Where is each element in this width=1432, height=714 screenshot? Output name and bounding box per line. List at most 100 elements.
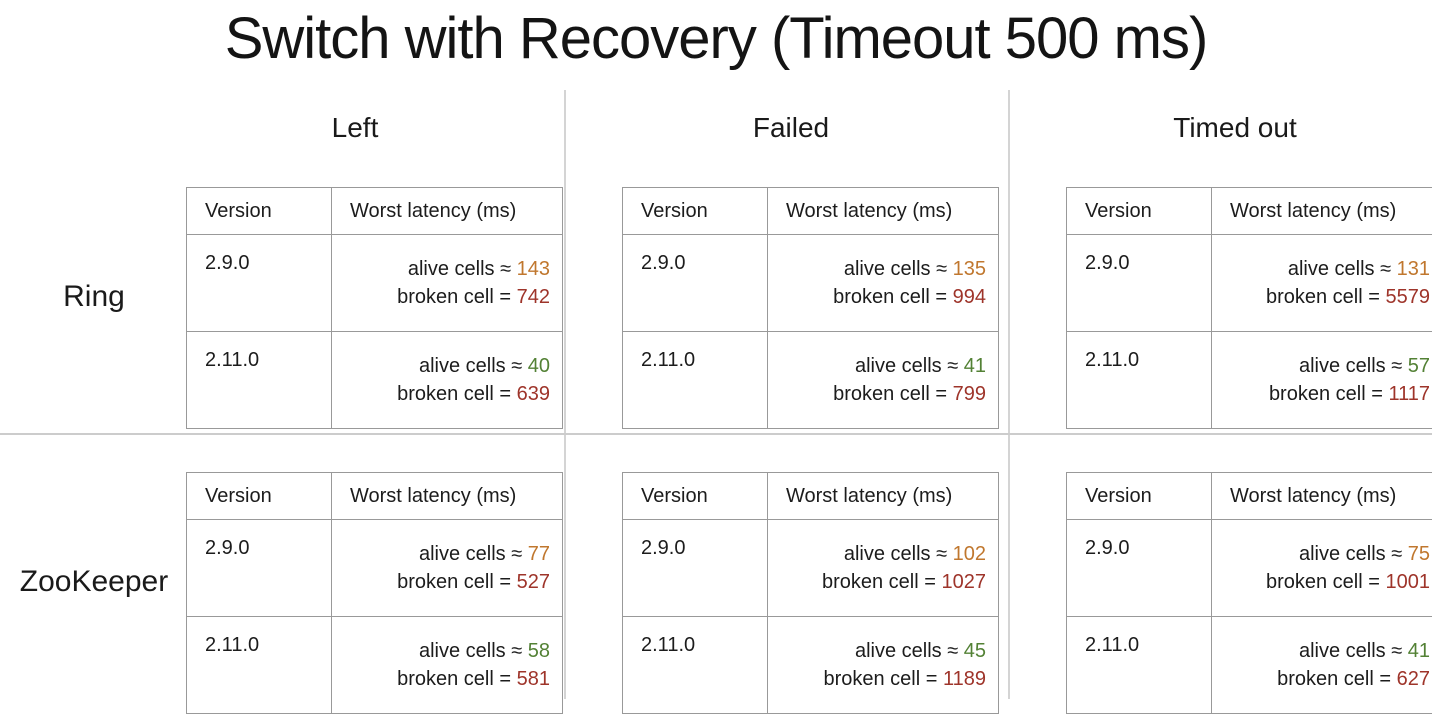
latency-cell: alive cells ≈ 102 broken cell = 1027 (768, 520, 999, 617)
column-header-latency: Worst latency (ms) (1212, 473, 1432, 520)
table-row: 2.9.0 alive cells ≈ 102 broken cell = 10… (623, 520, 999, 617)
alive-cells-value: 75 (1408, 543, 1430, 565)
alive-cells-line: alive cells ≈ 102 (768, 540, 986, 568)
version-cell: 2.9.0 (623, 520, 768, 617)
system-label-ring: Ring (0, 280, 188, 314)
column-header-version: Version (1067, 473, 1212, 520)
broken-cell-label: broken cell = (397, 286, 511, 308)
broken-cell-value: 1117 (1388, 383, 1430, 405)
row-divider (0, 433, 1432, 435)
version-cell: 2.11.0 (623, 332, 768, 429)
table-header-row: Version Worst latency (ms) (187, 188, 563, 235)
alive-cells-value: 41 (964, 355, 986, 377)
alive-cells-value: 40 (528, 355, 550, 377)
broken-cell-label: broken cell = (1266, 286, 1380, 308)
alive-cells-label: alive cells ≈ (1299, 355, 1402, 377)
alive-cells-label: alive cells ≈ (419, 543, 522, 565)
broken-cell-value: 639 (517, 383, 550, 405)
broken-cell-line: broken cell = 994 (768, 283, 986, 311)
column-header-latency: Worst latency (ms) (332, 473, 563, 520)
alive-cells-line: alive cells ≈ 57 (1212, 352, 1430, 380)
broken-cell-line: broken cell = 1189 (768, 665, 986, 693)
broken-cell-line: broken cell = 742 (332, 283, 550, 311)
latency-cell: alive cells ≈ 41 broken cell = 799 (768, 332, 999, 429)
alive-cells-label: alive cells ≈ (1299, 640, 1402, 662)
column-header-latency: Worst latency (ms) (768, 188, 999, 235)
column-header-version: Version (623, 188, 768, 235)
broken-cell-line: broken cell = 581 (332, 665, 550, 693)
broken-cell-label: broken cell = (397, 571, 511, 593)
version-cell: 2.11.0 (1067, 332, 1212, 429)
alive-cells-value: 77 (528, 543, 550, 565)
alive-cells-value: 102 (953, 543, 986, 565)
alive-cells-line: alive cells ≈ 40 (332, 352, 550, 380)
broken-cell-label: broken cell = (1277, 668, 1391, 690)
alive-cells-line: alive cells ≈ 77 (332, 540, 550, 568)
table-row: 2.9.0 alive cells ≈ 75 broken cell = 100… (1067, 520, 1432, 617)
table-header-row: Version Worst latency (ms) (187, 473, 563, 520)
broken-cell-label: broken cell = (397, 383, 511, 405)
latency-cell: alive cells ≈ 143 broken cell = 742 (332, 235, 563, 332)
broken-cell-label: broken cell = (397, 668, 511, 690)
broken-cell-line: broken cell = 627 (1212, 665, 1430, 693)
alive-cells-value: 135 (953, 258, 986, 280)
column-divider-2 (1008, 90, 1010, 699)
latency-cell: alive cells ≈ 40 broken cell = 639 (332, 332, 563, 429)
table-row: 2.11.0 alive cells ≈ 40 broken cell = 63… (187, 332, 563, 429)
alive-cells-line: alive cells ≈ 45 (768, 637, 986, 665)
broken-cell-value: 1001 (1386, 571, 1431, 593)
alive-cells-line: alive cells ≈ 131 (1212, 255, 1430, 283)
version-cell: 2.9.0 (187, 235, 332, 332)
column-header-version: Version (187, 473, 332, 520)
latency-table: Version Worst latency (ms) 2.9.0 alive c… (622, 472, 999, 714)
latency-cell: alive cells ≈ 57 broken cell = 1117 (1212, 332, 1432, 429)
broken-cell-line: broken cell = 639 (332, 380, 550, 408)
table-row: 2.9.0 alive cells ≈ 143 broken cell = 74… (187, 235, 563, 332)
broken-cell-value: 5579 (1386, 286, 1431, 308)
table-row: 2.9.0 alive cells ≈ 135 broken cell = 99… (623, 235, 999, 332)
broken-cell-value: 581 (517, 668, 550, 690)
table-row: 2.9.0 alive cells ≈ 77 broken cell = 527 (187, 520, 563, 617)
alive-cells-line: alive cells ≈ 135 (768, 255, 986, 283)
broken-cell-label: broken cell = (822, 571, 936, 593)
column-header-latency: Worst latency (ms) (768, 473, 999, 520)
latency-table: Version Worst latency (ms) 2.9.0 alive c… (186, 187, 563, 429)
alive-cells-value: 143 (517, 258, 550, 280)
system-label-zookeeper: ZooKeeper (0, 565, 188, 599)
broken-cell-value: 627 (1397, 668, 1430, 690)
latency-cell: alive cells ≈ 135 broken cell = 994 (768, 235, 999, 332)
broken-cell-label: broken cell = (1266, 571, 1380, 593)
alive-cells-label: alive cells ≈ (1299, 543, 1402, 565)
column-header-latency: Worst latency (ms) (1212, 188, 1432, 235)
broken-cell-line: broken cell = 1027 (768, 568, 986, 596)
alive-cells-value: 41 (1408, 640, 1430, 662)
scenario-header-failed: Failed (622, 112, 960, 144)
broken-cell-label: broken cell = (833, 383, 947, 405)
broken-cell-value: 742 (517, 286, 550, 308)
alive-cells-value: 45 (964, 640, 986, 662)
table-row: 2.11.0 alive cells ≈ 41 broken cell = 79… (623, 332, 999, 429)
broken-cell-value: 527 (517, 571, 550, 593)
broken-cell-value: 799 (953, 383, 986, 405)
page-title: Switch with Recovery (Timeout 500 ms) (0, 0, 1432, 78)
scenario-header-left: Left (186, 112, 524, 144)
latency-cell: alive cells ≈ 77 broken cell = 527 (332, 520, 563, 617)
broken-cell-line: broken cell = 1117 (1212, 380, 1430, 408)
alive-cells-label: alive cells ≈ (408, 258, 511, 280)
broken-cell-line: broken cell = 5579 (1212, 283, 1430, 311)
table-header-row: Version Worst latency (ms) (1067, 473, 1432, 520)
column-header-version: Version (623, 473, 768, 520)
version-cell: 2.9.0 (187, 520, 332, 617)
alive-cells-label: alive cells ≈ (1288, 258, 1391, 280)
table-row: 2.11.0 alive cells ≈ 57 broken cell = 11… (1067, 332, 1432, 429)
version-cell: 2.9.0 (623, 235, 768, 332)
scenario-header-timed-out: Timed out (1066, 112, 1404, 144)
broken-cell-value: 1189 (943, 668, 986, 690)
alive-cells-line: alive cells ≈ 75 (1212, 540, 1430, 568)
alive-cells-line: alive cells ≈ 58 (332, 637, 550, 665)
latency-table: Version Worst latency (ms) 2.9.0 alive c… (622, 187, 999, 429)
broken-cell-label: broken cell = (833, 286, 947, 308)
column-header-latency: Worst latency (ms) (332, 188, 563, 235)
table-header-row: Version Worst latency (ms) (623, 473, 999, 520)
broken-cell-label: broken cell = (823, 668, 937, 690)
